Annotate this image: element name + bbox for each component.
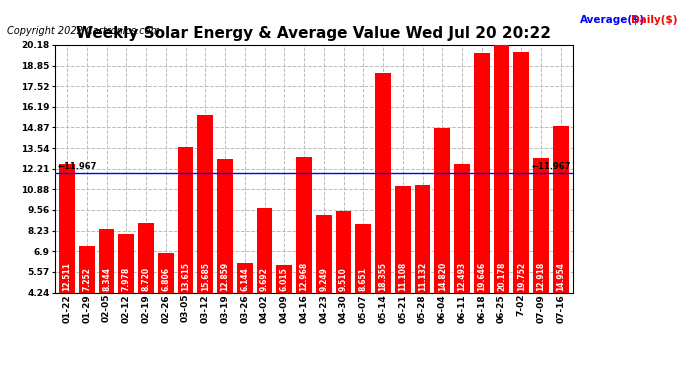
Text: 9.692: 9.692	[260, 267, 269, 291]
Bar	[553, 126, 569, 292]
Bar	[237, 263, 253, 292]
Bar	[79, 246, 95, 292]
Text: Average($): Average($)	[580, 15, 644, 25]
Text: 7.252: 7.252	[82, 267, 91, 291]
Bar	[217, 159, 233, 292]
Text: 18.355: 18.355	[379, 262, 388, 291]
Text: 6.144: 6.144	[240, 267, 249, 291]
Text: 9.249: 9.249	[319, 267, 328, 291]
Text: 11.132: 11.132	[418, 262, 427, 291]
Bar	[533, 158, 549, 292]
Text: 8.720: 8.720	[141, 267, 150, 291]
Text: 12.968: 12.968	[299, 262, 308, 291]
Text: 12.918: 12.918	[537, 262, 546, 291]
Text: Daily($): Daily($)	[631, 15, 678, 25]
Text: 19.646: 19.646	[477, 262, 486, 291]
Bar	[316, 215, 332, 292]
Bar	[335, 211, 351, 292]
Text: 7.978: 7.978	[122, 267, 131, 291]
Text: ←11.967: ←11.967	[531, 162, 571, 171]
Text: 8.651: 8.651	[359, 267, 368, 291]
Bar	[375, 74, 391, 292]
Bar	[513, 52, 529, 292]
Text: Copyright 2022 Cartronics.com: Copyright 2022 Cartronics.com	[7, 26, 160, 36]
Bar	[119, 234, 135, 292]
Bar	[277, 265, 293, 292]
Bar	[415, 186, 431, 292]
Bar	[138, 223, 154, 292]
Bar	[474, 53, 490, 292]
Text: 6.015: 6.015	[280, 267, 289, 291]
Text: 14.954: 14.954	[556, 262, 565, 291]
Bar	[59, 164, 75, 292]
Bar	[355, 224, 371, 292]
Text: 12.493: 12.493	[457, 262, 466, 291]
Text: 20.178: 20.178	[497, 262, 506, 291]
Text: 19.752: 19.752	[517, 262, 526, 291]
Title: Weekly Solar Energy & Average Value Wed Jul 20 20:22: Weekly Solar Energy & Average Value Wed …	[77, 26, 551, 41]
Text: 12.511: 12.511	[63, 262, 72, 291]
Bar	[99, 229, 115, 292]
Text: 12.859: 12.859	[221, 262, 230, 291]
Text: ←11.967: ←11.967	[57, 162, 97, 171]
Bar	[493, 45, 509, 292]
Bar	[257, 208, 273, 292]
Bar	[158, 253, 174, 292]
Text: 11.108: 11.108	[398, 262, 407, 291]
Text: 8.344: 8.344	[102, 267, 111, 291]
Text: 9.510: 9.510	[339, 267, 348, 291]
Bar	[395, 186, 411, 292]
Bar	[177, 147, 193, 292]
Bar	[296, 157, 312, 292]
Text: 6.806: 6.806	[161, 267, 170, 291]
Bar	[435, 128, 451, 292]
Text: 13.615: 13.615	[181, 262, 190, 291]
Bar	[197, 115, 213, 292]
Bar	[454, 164, 470, 292]
Text: 15.685: 15.685	[201, 262, 210, 291]
Text: 14.820: 14.820	[438, 262, 447, 291]
